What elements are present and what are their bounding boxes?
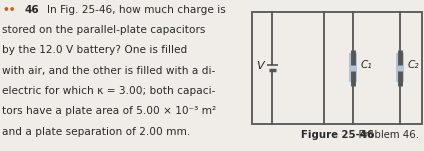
Text: ••: ••	[2, 5, 16, 14]
Text: C₁: C₁	[360, 60, 372, 70]
Text: electric for which κ = 3.00; both capaci-: electric for which κ = 3.00; both capaci…	[2, 86, 215, 96]
Text: by the 12.0 V battery? One is filled: by the 12.0 V battery? One is filled	[2, 45, 187, 55]
Text: C₂: C₂	[407, 60, 419, 70]
Text: and a plate separation of 2.00 mm.: and a plate separation of 2.00 mm.	[2, 127, 190, 137]
Bar	[349, 53, 357, 82]
Text: In Fig. 25-46, how much charge is: In Fig. 25-46, how much charge is	[47, 5, 226, 14]
Text: stored on the parallel-plate capacitors: stored on the parallel-plate capacitors	[2, 25, 206, 35]
Text: 46: 46	[24, 5, 39, 14]
Text: with air, and the other is filled with a di-: with air, and the other is filled with a…	[2, 66, 215, 76]
Bar	[396, 53, 404, 82]
Text: Problem 46.: Problem 46.	[352, 130, 419, 140]
Text: tors have a plate area of 5.00 × 10⁻³ m²: tors have a plate area of 5.00 × 10⁻³ m²	[2, 106, 216, 116]
Text: V: V	[256, 61, 264, 71]
Text: Figure 25-46: Figure 25-46	[301, 130, 374, 140]
Bar	[252, 12, 422, 124]
